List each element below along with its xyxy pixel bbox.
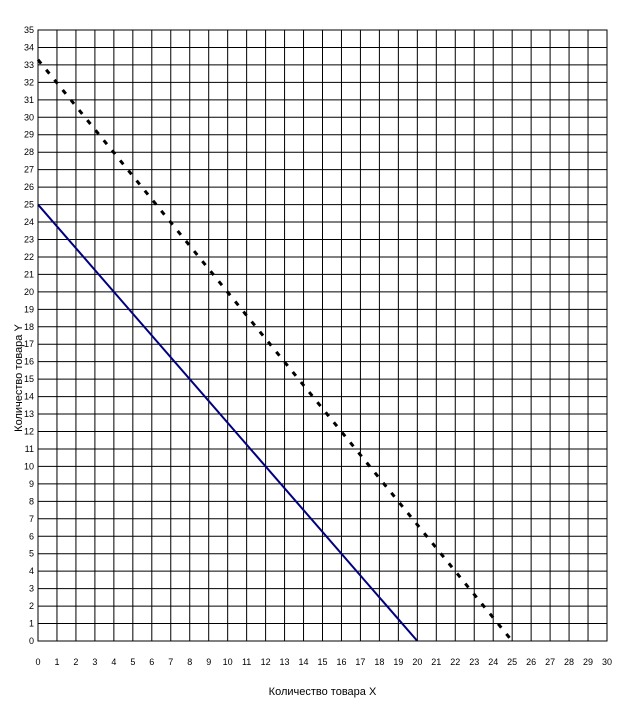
y-tick-label: 21 [24,269,34,279]
x-tick-label: 17 [355,657,365,667]
y-tick-label: 34 [24,42,34,52]
x-tick-label: 3 [92,657,97,667]
y-tick-labels: 0123456789101112131415161718192021222324… [24,25,34,646]
x-tick-label: 18 [374,657,384,667]
x-tick-label: 22 [450,657,460,667]
y-tick-label: 35 [24,25,34,35]
y-tick-label: 15 [24,374,34,384]
y-tick-label: 32 [24,77,34,87]
y-tick-label: 29 [24,130,34,140]
x-tick-label: 0 [35,657,40,667]
x-tick-label: 29 [583,657,593,667]
dashed-series-line [36,58,514,642]
x-tick-label: 1 [54,657,59,667]
x-tick-label: 20 [412,657,422,667]
x-tick-label: 7 [168,657,173,667]
x-tick-label: 26 [526,657,536,667]
y-tick-label: 0 [29,636,34,646]
x-tick-label: 5 [130,657,135,667]
y-axis-title: Количество товара Y [13,324,25,432]
y-tick-label: 19 [24,304,34,314]
x-tick-label: 4 [111,657,116,667]
x-tick-label: 9 [206,657,211,667]
x-tick-label: 23 [469,657,479,667]
y-tick-label: 25 [24,200,34,210]
y-tick-label: 31 [24,95,34,105]
y-tick-label: 18 [24,322,34,332]
series-layer [36,58,514,642]
y-tick-label: 22 [24,252,34,262]
x-tick-label: 28 [564,657,574,667]
x-tick-label: 13 [280,657,290,667]
y-tick-label: 3 [29,584,34,594]
grid [37,29,608,642]
x-tick-label: 25 [507,657,517,667]
x-tick-label: 2 [73,657,78,667]
x-tick-label: 14 [299,657,309,667]
y-tick-label: 13 [24,409,34,419]
y-tick-label: 4 [29,566,34,576]
x-tick-label: 16 [336,657,346,667]
y-tick-label: 30 [24,112,34,122]
x-tick-label: 11 [242,657,251,667]
x-tick-label: 21 [431,657,441,667]
x-tick-label: 12 [261,657,271,667]
x-tick-label: 24 [488,657,498,667]
x-tick-label: 15 [317,657,327,667]
y-tick-label: 24 [24,217,34,227]
x-tick-label: 19 [393,657,403,667]
y-tick-label: 9 [29,479,34,489]
y-tick-label: 27 [24,165,34,175]
x-tick-label: 27 [545,657,555,667]
x-tick-label: 8 [187,657,192,667]
y-tick-label: 16 [24,357,34,367]
y-tick-label: 6 [29,531,34,541]
x-tick-labels: 0 1 2 3 4 5 6 7 8 9 10 11 12 13 14 15 16 17 18 19 20 21 22 23 24… [35,657,612,667]
y-tick-label: 26 [24,182,34,192]
x-tick-label: 30 [602,657,612,667]
y-tick-label: 20 [24,287,34,297]
y-tick-label: 33 [24,60,34,70]
y-tick-label: 8 [29,496,34,506]
x-tick-label: 6 [149,657,154,667]
solid-series-line [37,203,419,642]
y-tick-label: 5 [29,549,34,559]
y-tick-label: 17 [24,339,34,349]
y-tick-label: 10 [24,461,34,471]
x-axis-title: Количество товара X [269,686,377,698]
y-tick-label: 12 [24,427,34,437]
x-tick-label: 10 [223,657,233,667]
y-tick-label: 7 [29,514,34,524]
y-tick-label: 28 [24,147,34,157]
y-tick-label: 1 [29,619,34,629]
plot-border [37,29,608,642]
y-tick-label: 11 [25,444,34,454]
y-tick-label: 14 [24,392,34,402]
y-tick-label: 23 [24,234,34,244]
y-tick-label: 2 [29,601,34,611]
